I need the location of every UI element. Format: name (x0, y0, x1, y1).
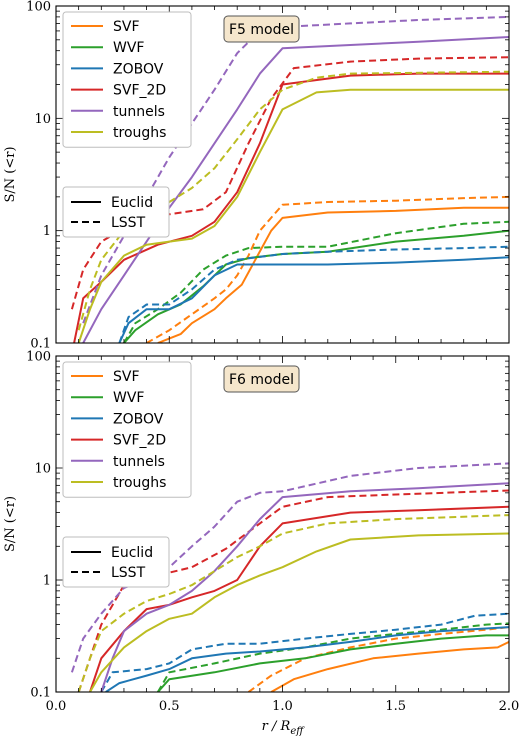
legend-entry: SVF_2D (113, 83, 166, 99)
series-line-zobov-euclid (105, 626, 509, 692)
y-axis-label: S/N (<r) (3, 146, 18, 202)
y-tick-label: 100 (26, 0, 51, 15)
x-tick-label: 2.0 (499, 699, 520, 714)
legend-entry: ZOBOV (113, 61, 164, 77)
x-tick-label: 0.0 (46, 699, 67, 714)
series-line-wvf-euclid (123, 229, 509, 343)
survey-legend-entry: LSST (111, 215, 146, 231)
series-line-troughs-euclid (89, 532, 509, 692)
x-tick-label: 0.5 (159, 699, 180, 714)
series-legend (62, 11, 192, 148)
series-line-wvf-lsst (123, 220, 509, 343)
survey-legend (62, 186, 170, 238)
model-label-box (223, 15, 300, 43)
legend-entry: tunnels (113, 104, 165, 120)
series-line-tunnels-euclid (100, 482, 509, 692)
y-tick-label: 1 (43, 224, 51, 239)
legend-entry: tunnels (113, 454, 165, 470)
series-line-zobov-lsst (100, 612, 509, 692)
series-line-svf-lsst (247, 626, 509, 692)
model-label: F5 model (229, 22, 294, 38)
legend-entry: troughs (113, 125, 166, 141)
series-line-troughs-lsst (77, 514, 509, 692)
series-line-wvf-lsst (157, 622, 509, 692)
y-tick-label: 0.1 (30, 686, 51, 701)
series-group (70, 15, 509, 343)
legend-entry: SVF (113, 369, 140, 385)
survey-legend-entry: Euclid (111, 195, 153, 211)
legend-entry: troughs (113, 475, 166, 491)
y-tick-label: 100 (26, 350, 51, 365)
series-line-svf-euclid (157, 206, 509, 343)
series-line-wvf-euclid (157, 634, 509, 692)
series-line-tunnels-euclid (82, 36, 509, 343)
series-line-zobov-euclid (118, 256, 509, 343)
survey-legend-entry: LSST (111, 565, 146, 581)
y-tick-label: 10 (34, 112, 51, 127)
x-tick-label: 1.5 (385, 699, 406, 714)
y-axis-label: S/N (<r) (3, 496, 18, 552)
series-legend (62, 361, 192, 498)
model-label: F6 model (229, 372, 294, 388)
legend-entry: SVF_2D (113, 433, 166, 449)
series-line-svf-euclid (270, 641, 509, 692)
series-line-svf-lsst (146, 195, 509, 343)
legend-entry: WVF (113, 40, 144, 56)
chart-panel-2: 0.0 0.5 1.0 1.5 2.0 0.1 1 10 100 S/N (<r) SVF WVF ZO… (3, 350, 519, 715)
series-line-tunnels-lsst (82, 15, 509, 324)
y-tick-label: 1 (43, 574, 51, 589)
legend-entry: ZOBOV (113, 411, 164, 427)
y-tick-label: 10 (34, 462, 51, 477)
series-line-troughs-euclid (77, 88, 509, 343)
series-line-svf-2d-lsst (77, 489, 509, 692)
series-group (70, 462, 509, 692)
survey-legend (62, 536, 170, 588)
series-line-svf-2d-lsst (70, 56, 509, 310)
x-tick-label: 1.0 (272, 699, 293, 714)
series-line-troughs-lsst (77, 70, 509, 331)
y-tick-label: 0.1 (30, 337, 51, 352)
chart-panel-1: 0.1 1 10 100 S/N (<r) SVF WVF ZOBOV SVF_2Dtunnel… (3, 0, 510, 352)
survey-legend-entry: Euclid (111, 545, 153, 561)
legend-entry: WVF (113, 390, 144, 406)
x-axis-label: r / Reff (262, 719, 306, 736)
series-line-tunnels-lsst (70, 462, 509, 673)
series-line-zobov-lsst (118, 245, 509, 343)
model-label-box (223, 365, 300, 393)
legend-entry: SVF (113, 19, 140, 35)
